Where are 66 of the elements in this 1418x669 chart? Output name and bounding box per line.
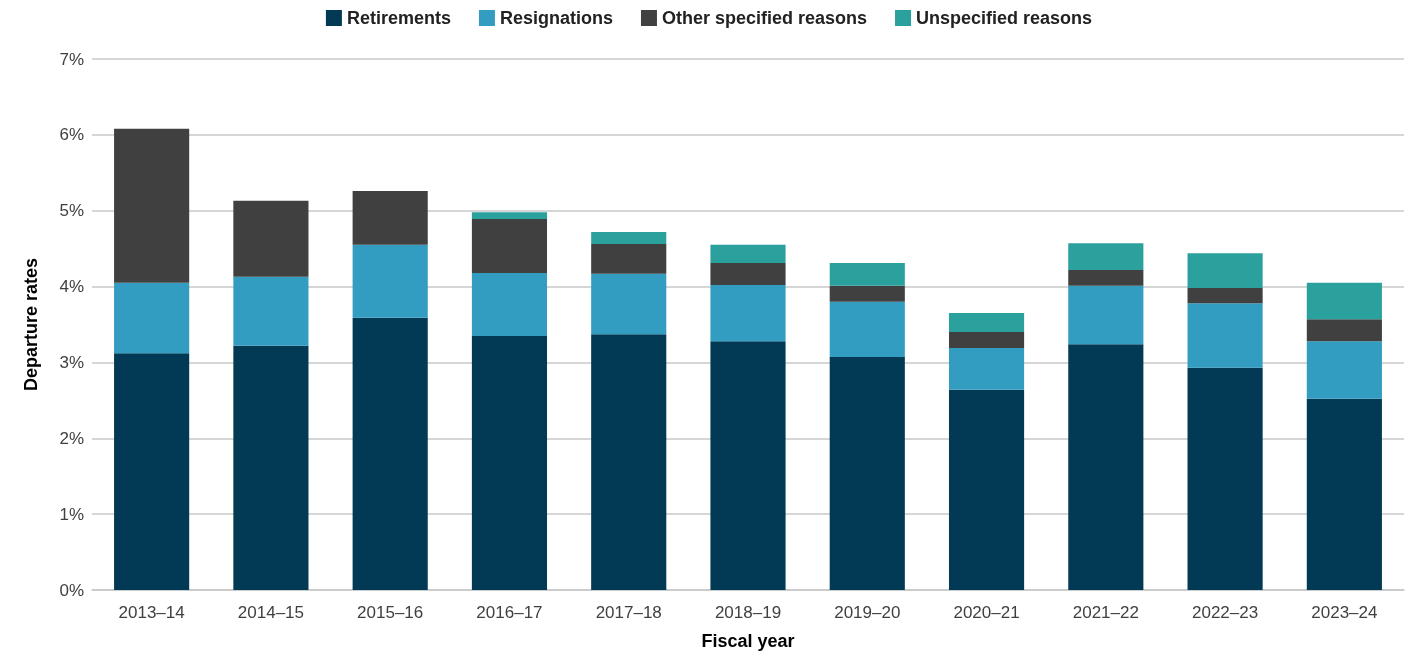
bar: [710, 263, 786, 286]
bar: [710, 341, 786, 590]
legend-label: Retirements: [346, 8, 451, 28]
bar: [1306, 398, 1382, 590]
y-tick-label: 7%: [59, 49, 84, 69]
bar: [233, 276, 309, 346]
bar: [471, 335, 548, 590]
bar: [1187, 367, 1263, 590]
bar: [591, 244, 667, 274]
bar: [233, 345, 309, 590]
legend-label: Other specified reasons: [661, 8, 868, 28]
bar: [114, 282, 190, 354]
bar: [1187, 288, 1263, 304]
bar: [710, 285, 786, 342]
bar: [591, 231, 667, 245]
bar: [948, 313, 1025, 333]
bar: [352, 244, 428, 318]
legend-label: Unspecified reasons: [916, 8, 1093, 28]
x-tick-label: 2018–19: [714, 603, 782, 622]
bar: [114, 353, 190, 590]
bar: [1187, 253, 1263, 289]
y-tick-label: 5%: [59, 201, 84, 221]
y-tick-label: 1%: [59, 504, 84, 524]
bar: [1306, 282, 1382, 320]
bar: [948, 332, 1025, 349]
y-tick-label: 3%: [59, 352, 84, 372]
x-tick-label: 2021–22: [1072, 603, 1139, 622]
y-tick-label: 2%: [59, 428, 84, 448]
bar: [352, 317, 428, 590]
x-axis-title: Fiscal year: [701, 631, 795, 651]
bar: [829, 263, 905, 286]
x-tick-label: 2019–20: [834, 603, 901, 622]
bar: [948, 348, 1025, 390]
bar: [591, 334, 667, 590]
bar: [1068, 344, 1144, 590]
bar: [591, 273, 667, 335]
bar: [471, 219, 548, 273]
bar: [352, 190, 428, 245]
bar: [1306, 341, 1382, 399]
bar: [1068, 243, 1144, 270]
bar: [829, 357, 905, 590]
y-axis-title: Departure rates: [21, 257, 41, 392]
x-tick-label: 2017–18: [595, 603, 662, 622]
y-tick-label: 4%: [59, 277, 84, 297]
bar: [710, 244, 786, 264]
x-tick-label: 2022–23: [1192, 603, 1259, 622]
x-tick-label: 2023–24: [1311, 603, 1378, 622]
y-tick-label: 6%: [59, 125, 84, 145]
bar: [1068, 285, 1144, 345]
x-tick-label: 2015–16: [357, 603, 424, 622]
bar: [1187, 303, 1263, 368]
bar: [471, 272, 548, 336]
legend-label: Resignations: [499, 8, 613, 28]
bar: [233, 200, 309, 277]
x-tick-label: 2020–21: [953, 603, 1020, 622]
bar: [829, 301, 905, 358]
bar: [948, 389, 1025, 590]
x-tick-label: 2016–17: [476, 603, 543, 622]
bar: [1306, 319, 1382, 342]
bar: [1068, 269, 1144, 286]
x-tick-label: 2014–15: [237, 603, 304, 622]
bar: [114, 128, 190, 283]
bar: [471, 212, 548, 220]
bar: [829, 285, 905, 302]
x-tick-label: 2013–14: [118, 603, 185, 622]
y-tick-label: 0%: [59, 580, 84, 600]
